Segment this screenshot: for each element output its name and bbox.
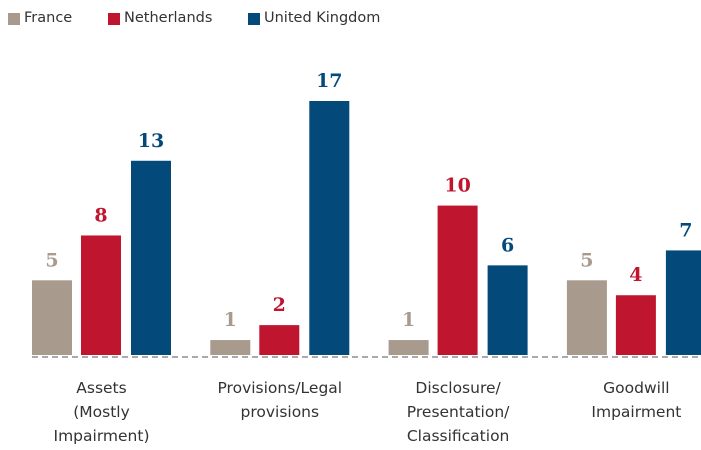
x-tick-label: Assets (Mostly Impairment) xyxy=(53,379,150,445)
legend-label: United Kingdom xyxy=(264,10,381,26)
bar xyxy=(388,340,429,355)
value-label: 2 xyxy=(273,294,286,316)
value-label: 6 xyxy=(501,234,514,256)
bar xyxy=(32,280,72,355)
value-label: 13 xyxy=(138,130,164,152)
value-label: 10 xyxy=(444,175,470,197)
value-label: 8 xyxy=(94,204,107,226)
bar xyxy=(665,250,701,355)
value-label: 7 xyxy=(679,219,692,241)
legend-swatch xyxy=(248,13,260,25)
legend-swatch xyxy=(108,13,120,25)
bar xyxy=(566,280,607,355)
bar xyxy=(309,101,350,355)
x-tick-label: Provisions/Legal provisions xyxy=(217,379,343,421)
value-label: 17 xyxy=(316,70,342,92)
bar xyxy=(487,265,528,355)
x-tick-label: Disclosure/ Presentation/ Classification xyxy=(406,379,510,445)
bar xyxy=(131,160,171,355)
value-label: 4 xyxy=(629,264,642,286)
value-label: 5 xyxy=(580,249,593,271)
value-label: 1 xyxy=(402,309,415,331)
x-tick-label: Goodwill Impairment xyxy=(591,379,682,421)
legend-label: Netherlands xyxy=(124,10,213,26)
legend-label: France xyxy=(24,10,73,26)
bar xyxy=(210,340,251,355)
value-label: 1 xyxy=(224,309,237,331)
value-label: 5 xyxy=(45,249,58,271)
bar xyxy=(81,235,121,355)
bar xyxy=(615,295,656,355)
bar xyxy=(259,325,300,355)
legend-swatch xyxy=(8,13,20,25)
bar xyxy=(437,205,478,355)
